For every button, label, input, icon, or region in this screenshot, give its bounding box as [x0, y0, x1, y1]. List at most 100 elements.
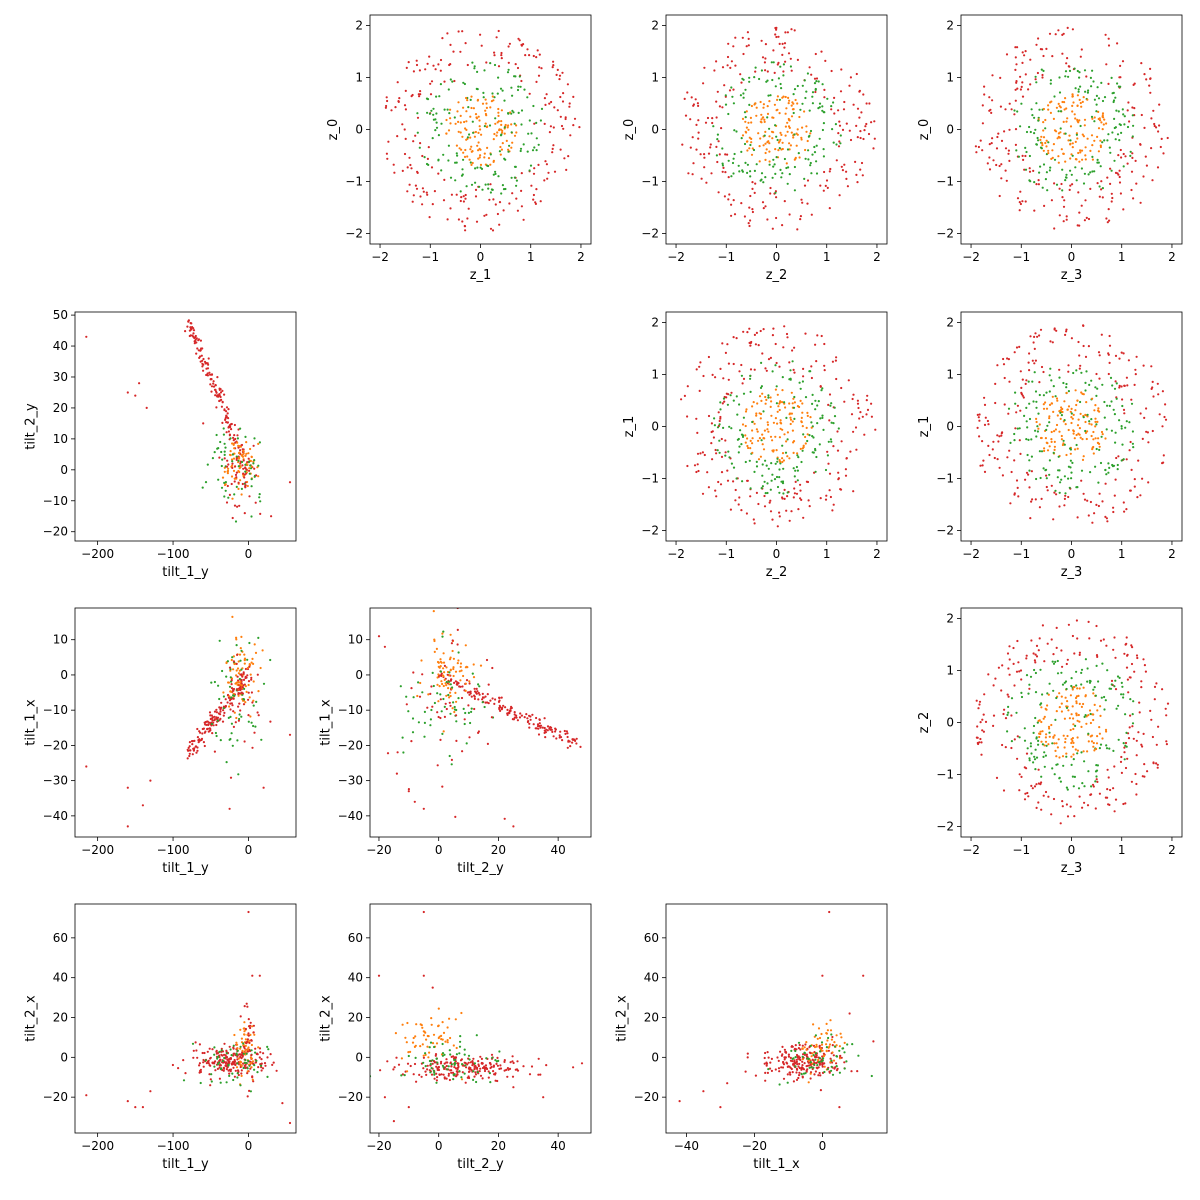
data-point: [225, 410, 228, 413]
data-point: [1033, 371, 1036, 374]
data-point: [437, 715, 440, 719]
data-point: [532, 723, 535, 726]
data-point: [1037, 768, 1040, 771]
y-tick-label: 60: [53, 931, 68, 945]
data-point: [211, 732, 214, 735]
data-point: [201, 347, 204, 350]
data-point: [528, 54, 531, 57]
data-point: [506, 126, 509, 129]
data-point: [818, 137, 821, 140]
data-point: [771, 518, 774, 521]
data-point: [1050, 723, 1053, 727]
data-point: [1053, 742, 1056, 745]
data-point: [1037, 739, 1040, 743]
data-point: [741, 435, 745, 438]
data-point: [771, 449, 774, 452]
data-point: [762, 410, 765, 413]
data-point: [788, 378, 791, 381]
data-point: [1048, 415, 1051, 418]
data-point: [1142, 364, 1145, 367]
data-point: [793, 29, 796, 32]
data-point: [771, 78, 774, 82]
data-point: [1070, 412, 1073, 415]
data-point: [377, 635, 381, 638]
data-point: [237, 487, 240, 490]
data-point: [1065, 330, 1068, 333]
data-point: [478, 147, 481, 150]
data-point: [993, 456, 996, 460]
data-point: [1035, 435, 1038, 438]
data-point: [427, 163, 430, 166]
data-point: [1063, 443, 1066, 446]
data-point: [860, 161, 864, 165]
data-point: [195, 1049, 198, 1052]
data-point: [413, 800, 416, 803]
data-point: [478, 156, 481, 159]
data-point: [1102, 638, 1105, 641]
data-point: [228, 807, 231, 810]
data-point: [1020, 85, 1023, 88]
x-tick-label: −1: [717, 250, 735, 264]
data-point: [211, 1048, 214, 1051]
data-point: [768, 163, 771, 166]
data-point: [996, 458, 999, 461]
data-point: [1023, 727, 1026, 730]
data-point: [498, 704, 501, 708]
scatter-points: [680, 325, 877, 528]
data-point: [1087, 89, 1090, 92]
data-point: [799, 489, 802, 492]
data-point: [1067, 428, 1070, 432]
data-point: [744, 116, 747, 119]
data-point: [699, 153, 702, 156]
data-point: [535, 188, 538, 191]
data-point: [1123, 510, 1126, 513]
data-point: [1141, 437, 1144, 440]
data-point: [436, 692, 439, 695]
data-point: [817, 400, 820, 403]
data-point: [1037, 139, 1040, 142]
data-point: [1042, 149, 1045, 152]
data-point: [229, 708, 232, 711]
data-point: [1032, 400, 1035, 403]
data-point: [1113, 117, 1116, 120]
data-point: [85, 335, 88, 338]
data-point: [696, 102, 700, 105]
data-point: [188, 754, 191, 758]
data-point: [786, 336, 789, 339]
data-point: [458, 685, 461, 688]
data-point: [237, 705, 240, 708]
data-point: [215, 391, 218, 394]
data-point: [452, 674, 455, 678]
data-point: [755, 114, 758, 117]
y-axis-label: tilt_1_x: [24, 699, 39, 746]
data-point: [806, 179, 810, 182]
data-point: [414, 134, 417, 137]
data-point: [1104, 33, 1107, 36]
data-point: [976, 741, 979, 745]
data-point: [435, 95, 438, 98]
data-point: [1156, 766, 1159, 769]
data-point: [1100, 435, 1103, 438]
data-point: [1125, 420, 1128, 423]
x-axis-label: z_2: [766, 268, 788, 283]
data-point: [1068, 188, 1071, 191]
data-point: [251, 1060, 255, 1063]
data-point: [1015, 81, 1018, 84]
data-point: [446, 1061, 449, 1064]
x-tick-label: 0: [245, 1139, 253, 1153]
data-point: [257, 475, 260, 478]
data-point: [1134, 373, 1137, 376]
data-point: [442, 661, 446, 664]
y-tick-label: 0: [60, 668, 68, 682]
data-point: [448, 674, 451, 677]
data-point: [796, 452, 799, 455]
data-point: [1040, 781, 1043, 784]
data-point: [260, 1058, 263, 1061]
data-point: [1140, 680, 1143, 683]
data-point: [1132, 446, 1135, 449]
data-point: [433, 701, 436, 705]
data-point: [1018, 670, 1021, 673]
data-point: [246, 674, 249, 677]
data-point: [230, 687, 234, 690]
data-point: [1079, 400, 1082, 404]
